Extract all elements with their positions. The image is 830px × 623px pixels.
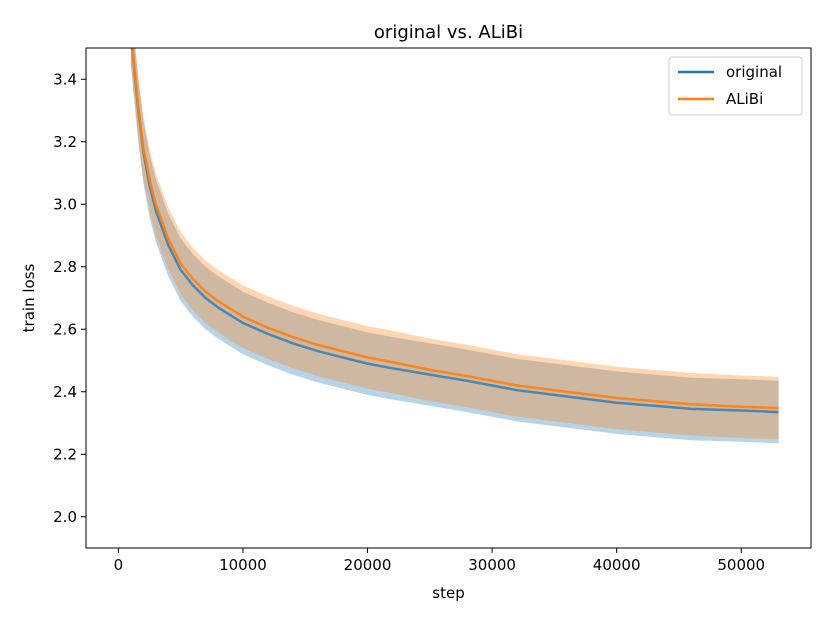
y-tick-label: 2.6 xyxy=(53,320,77,338)
y-tick-label: 2.4 xyxy=(53,383,77,401)
x-tick-label: 50000 xyxy=(717,556,765,574)
band-alibi xyxy=(130,48,779,440)
series-lines xyxy=(131,48,779,414)
y-tick-label: 2.8 xyxy=(53,258,77,276)
y-axis-ticks: 2.0 2.2 2.4 2.6 2.8 3.0 3.2 3.4 xyxy=(53,70,86,526)
chart-title: original vs. ALiBi xyxy=(374,22,523,43)
plot-frame xyxy=(85,47,812,549)
y-tick-label: 2.2 xyxy=(53,445,77,463)
x-tick-label: 20000 xyxy=(344,556,392,574)
x-tick-label: 30000 xyxy=(468,556,516,574)
line-alibi xyxy=(131,48,779,410)
line-original xyxy=(131,48,779,414)
x-tick-label: 40000 xyxy=(593,556,641,574)
legend-label-alibi: ALiBi xyxy=(726,90,763,108)
y-tick-label: 3.4 xyxy=(53,70,77,88)
y-tick-label: 2.0 xyxy=(53,508,77,526)
legend: original ALiBi xyxy=(668,56,803,116)
x-tick-label: 0 xyxy=(114,556,124,574)
x-axis-ticks: 0 10000 20000 30000 40000 50000 xyxy=(114,548,765,574)
x-tick-label: 10000 xyxy=(219,556,267,574)
y-tick-label: 3.0 xyxy=(53,195,77,213)
y-tick-label: 3.2 xyxy=(53,133,77,151)
y-axis-label: train loss xyxy=(20,263,38,332)
legend-label-original: original xyxy=(726,63,782,81)
x-axis-label: step xyxy=(432,584,464,602)
